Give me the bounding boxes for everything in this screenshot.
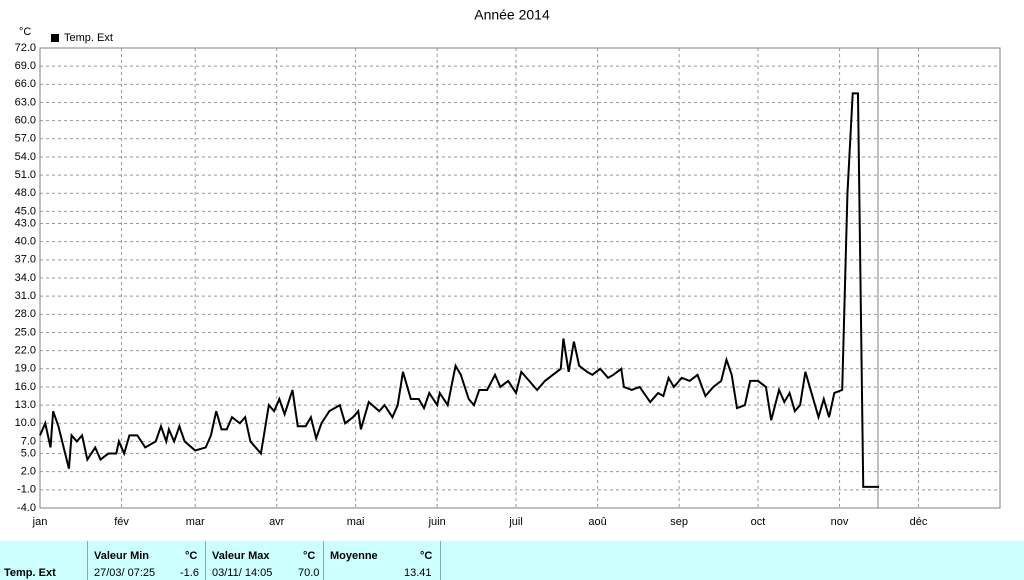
separator [323, 541, 324, 580]
x-tick-label: déc [910, 516, 928, 528]
y-tick-label: 51.0 [15, 169, 36, 181]
separator [205, 541, 206, 580]
y-tick-label: 37.0 [15, 254, 36, 266]
y-tick-label: -1.0 [17, 484, 36, 496]
y-tick-label: 54.0 [15, 151, 36, 163]
stats-table: Temp. Ext Valeur Min °C 27/03/ 07:25 -1.… [0, 541, 1024, 580]
x-tick-label: avr [269, 516, 285, 528]
y-tick-label: 43.0 [15, 217, 36, 229]
legend-label: Temp. Ext [64, 32, 113, 44]
x-tick-label: jan [32, 516, 48, 528]
header: Valeur Max [212, 550, 270, 562]
y-tick-label: 72.0 [15, 42, 36, 54]
y-tick-label: 45.0 [15, 205, 36, 217]
y-tick-label: 7.0 [21, 435, 36, 447]
y-tick-label: 10.0 [15, 417, 36, 429]
row-label: Temp. Ext [4, 567, 56, 579]
y-tick-label: 69.0 [15, 60, 36, 72]
cell: 70.0 [298, 567, 320, 579]
cell: 03/11/ 14:05 [212, 567, 273, 579]
header: °C [420, 550, 433, 562]
plot-frame [39, 47, 1001, 509]
separator [87, 541, 88, 580]
header: Moyenne [330, 550, 378, 562]
header: Valeur Min [94, 550, 150, 562]
x-tick-label: mai [347, 516, 365, 528]
y-tick-label: 34.0 [15, 272, 36, 284]
y-tick-label: -4.0 [17, 502, 36, 514]
separator [440, 541, 441, 580]
x-tick-label: mar [186, 516, 205, 528]
x-tick-label: fév [114, 516, 129, 528]
y-tick-label: 28.0 [15, 308, 36, 320]
y-tick-label: 31.0 [15, 290, 36, 302]
x-tick-label: sep [670, 516, 688, 528]
chart-title: Année 2014 [474, 7, 550, 23]
y-unit: °C [19, 26, 31, 38]
y-tick-label: 5.0 [21, 447, 36, 459]
header: °C [185, 550, 198, 562]
x-tick-label: oct [751, 516, 766, 528]
cell: -1.6 [180, 567, 199, 579]
y-tick-label: 25.0 [15, 326, 36, 338]
line [39, 92, 880, 488]
y-tick-label: 19.0 [15, 363, 36, 375]
header: °C [303, 550, 316, 562]
y-tick-label: 16.0 [15, 381, 36, 393]
legend-swatch [51, 34, 59, 42]
y-tick-label: 48.0 [15, 187, 36, 199]
y-tick-label: 13.0 [15, 399, 36, 411]
y-tick-label: 60.0 [15, 115, 36, 127]
y-tick-label: 22.0 [15, 345, 36, 357]
cell: 27/03/ 07:25 [94, 567, 156, 579]
x-tick-label: nov [831, 516, 849, 528]
y-tick-label: 63.0 [15, 96, 36, 108]
y-tick-label: 2.0 [21, 466, 36, 478]
chart: Année 2014 °C Temp. Ext 72.0 69.0 66.0 63.0… [15, 7, 1001, 528]
x-tick-label: aoû [588, 516, 606, 528]
y-tick-label: 40.0 [15, 236, 36, 248]
y-tick-label: 66.0 [15, 78, 36, 90]
cell: 13.41 [404, 567, 432, 579]
x-tick-label: juil [508, 516, 522, 528]
y-tick-label: 57.0 [15, 133, 36, 145]
x-tick-label: juin [428, 516, 446, 528]
